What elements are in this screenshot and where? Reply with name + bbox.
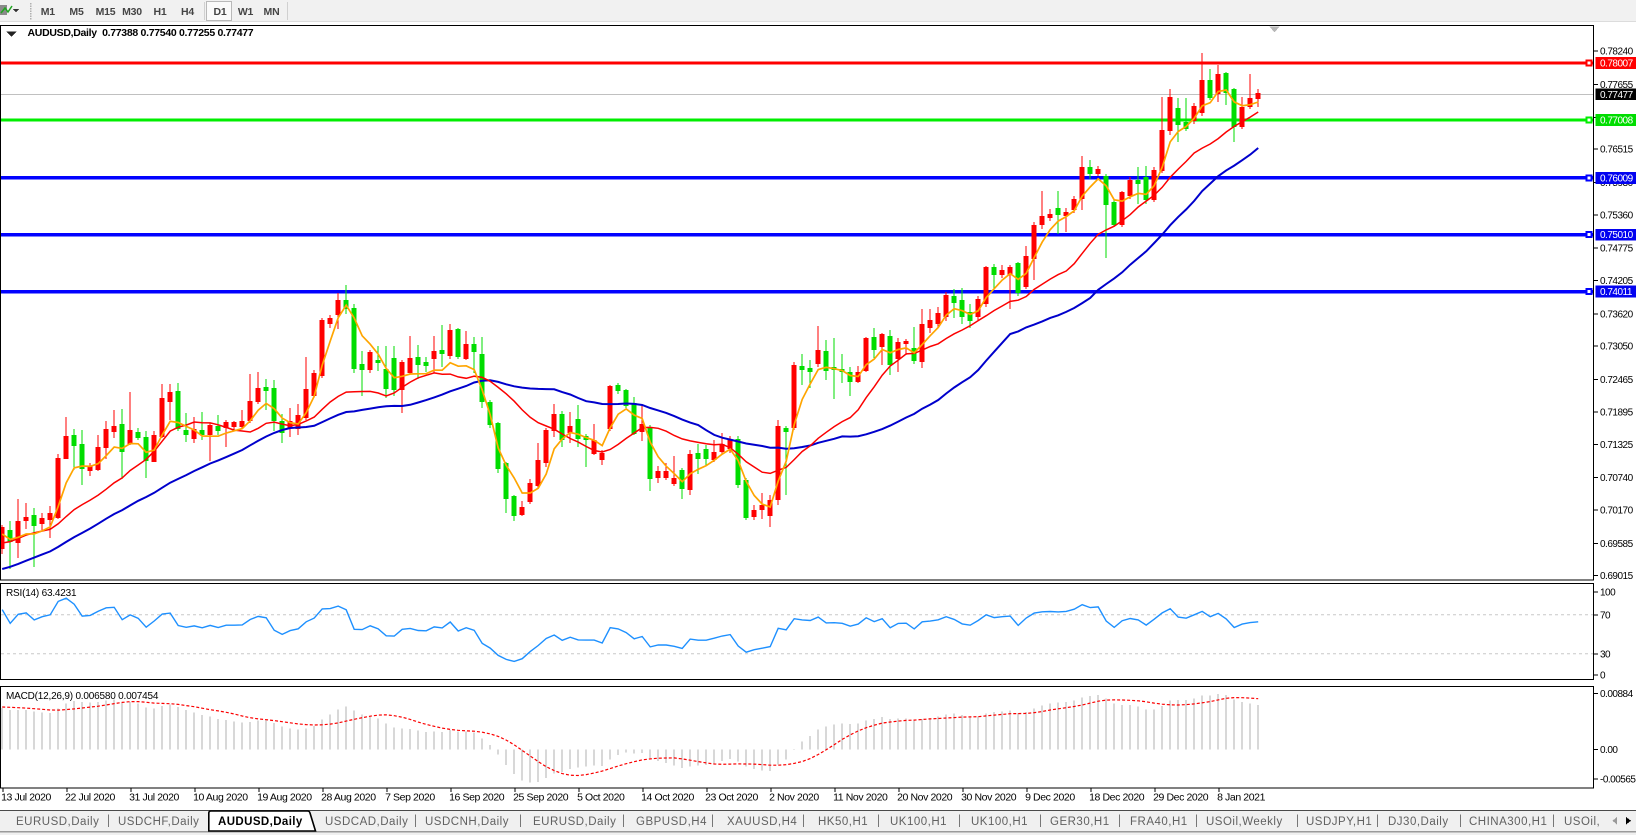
svg-text:USDCAD,Daily: USDCAD,Daily — [325, 816, 408, 828]
svg-text:16 Sep 2020: 16 Sep 2020 — [449, 792, 505, 804]
svg-text:0.71325: 0.71325 — [1600, 440, 1634, 451]
svg-text:10 Aug 2020: 10 Aug 2020 — [193, 792, 248, 804]
svg-text:M15: M15 — [96, 6, 116, 18]
svg-text:EURUSD,Daily: EURUSD,Daily — [16, 816, 99, 828]
svg-text:0.74011: 0.74011 — [1600, 287, 1633, 298]
svg-text:9 Dec 2020: 9 Dec 2020 — [1025, 792, 1075, 804]
svg-text:0.69015: 0.69015 — [1600, 571, 1634, 582]
svg-text:2 Nov 2020: 2 Nov 2020 — [769, 792, 819, 804]
svg-text:0.75010: 0.75010 — [1600, 230, 1634, 241]
svg-text:70: 70 — [1600, 610, 1611, 621]
svg-text:0.74775: 0.74775 — [1600, 244, 1634, 255]
svg-text:-0.00565: -0.00565 — [1600, 774, 1636, 785]
svg-text:11 Nov 2020: 11 Nov 2020 — [833, 792, 888, 804]
svg-text:0.00884: 0.00884 — [1600, 689, 1634, 700]
svg-text:HK50,H1: HK50,H1 — [818, 816, 868, 828]
svg-text:0.71895: 0.71895 — [1600, 407, 1634, 418]
svg-text:0.78007: 0.78007 — [1600, 59, 1634, 70]
svg-text:USOil,: USOil, — [1564, 816, 1600, 828]
svg-text:0.73620: 0.73620 — [1600, 309, 1634, 320]
svg-text:AUDUSD,Daily: AUDUSD,Daily — [218, 816, 303, 828]
svg-text:25 Sep 2020: 25 Sep 2020 — [513, 792, 569, 804]
svg-text:MN: MN — [264, 6, 280, 18]
svg-text:0.72465: 0.72465 — [1600, 375, 1634, 386]
svg-text:0.75360: 0.75360 — [1600, 210, 1634, 221]
svg-text:D1: D1 — [213, 6, 226, 18]
svg-text:XAUUSD,H4: XAUUSD,H4 — [727, 816, 797, 828]
svg-text:31 Jul 2020: 31 Jul 2020 — [129, 792, 179, 804]
svg-text:23 Oct 2020: 23 Oct 2020 — [705, 792, 758, 804]
svg-text:AUDUSD,Daily 0.77388 0.77540: AUDUSD,Daily 0.77388 0.77540 0.77255 0.7… — [28, 27, 254, 39]
svg-text:EURUSD,Daily: EURUSD,Daily — [533, 816, 616, 828]
svg-text:UK100,H1: UK100,H1 — [971, 816, 1028, 828]
svg-text:MACD(12,26,9) 0.006580 0.00745: MACD(12,26,9) 0.006580 0.007454 — [6, 691, 159, 702]
svg-text:30: 30 — [1600, 649, 1611, 660]
svg-text:M1: M1 — [41, 6, 56, 18]
svg-text:M30: M30 — [122, 6, 142, 18]
svg-text:W1: W1 — [238, 6, 254, 18]
svg-text:20 Nov 2020: 20 Nov 2020 — [897, 792, 953, 804]
svg-text:5 Oct 2020: 5 Oct 2020 — [577, 792, 625, 804]
svg-text:0.77008: 0.77008 — [1600, 116, 1634, 127]
svg-text:0.76009: 0.76009 — [1600, 174, 1634, 185]
svg-text:30 Nov 2020: 30 Nov 2020 — [961, 792, 1017, 804]
svg-text:M5: M5 — [69, 6, 84, 18]
svg-text:H4: H4 — [181, 6, 194, 18]
svg-text:8 Jan 2021: 8 Jan 2021 — [1217, 792, 1266, 804]
svg-text:19 Aug 2020: 19 Aug 2020 — [257, 792, 312, 804]
svg-text:0: 0 — [1600, 671, 1606, 682]
svg-text:USOil,Weekly: USOil,Weekly — [1206, 816, 1283, 828]
svg-text:100: 100 — [1600, 588, 1616, 599]
svg-text:0.78240: 0.78240 — [1600, 47, 1634, 58]
svg-text:USDCHF,Daily: USDCHF,Daily — [118, 816, 199, 828]
svg-text:0.77655: 0.77655 — [1600, 80, 1634, 91]
svg-text:H1: H1 — [153, 6, 166, 18]
svg-text:18 Dec 2020: 18 Dec 2020 — [1089, 792, 1145, 804]
svg-text:28 Aug 2020: 28 Aug 2020 — [321, 792, 376, 804]
svg-text:GBPUSD,H4: GBPUSD,H4 — [636, 816, 707, 828]
svg-text:7 Sep 2020: 7 Sep 2020 — [385, 792, 435, 804]
svg-text:USDCNH,Daily: USDCNH,Daily — [425, 816, 509, 828]
svg-text:CHINA300,H1: CHINA300,H1 — [1469, 816, 1547, 828]
svg-text:29 Dec 2020: 29 Dec 2020 — [1153, 792, 1209, 804]
svg-text:0.00: 0.00 — [1600, 745, 1618, 756]
svg-text:UK100,H1: UK100,H1 — [890, 816, 947, 828]
svg-text:RSI(14) 63.4231: RSI(14) 63.4231 — [6, 588, 77, 599]
svg-text:13 Jul 2020: 13 Jul 2020 — [1, 792, 51, 804]
svg-text:DJ30,Daily: DJ30,Daily — [1388, 816, 1449, 828]
svg-text:14 Oct 2020: 14 Oct 2020 — [641, 792, 694, 804]
svg-text:0.70740: 0.70740 — [1600, 473, 1634, 484]
svg-text:0.77477: 0.77477 — [1600, 90, 1634, 101]
svg-text:22 Jul 2020: 22 Jul 2020 — [65, 792, 115, 804]
svg-text:USDJPY,H1: USDJPY,H1 — [1306, 816, 1372, 828]
svg-text:0.73050: 0.73050 — [1600, 342, 1634, 353]
svg-text:0.69585: 0.69585 — [1600, 539, 1634, 550]
svg-text:0.70170: 0.70170 — [1600, 506, 1634, 517]
svg-text:GER30,H1: GER30,H1 — [1050, 816, 1110, 828]
svg-text:0.76515: 0.76515 — [1600, 145, 1634, 156]
svg-text:0.74205: 0.74205 — [1600, 276, 1634, 287]
svg-text:FRA40,H1: FRA40,H1 — [1130, 816, 1188, 828]
